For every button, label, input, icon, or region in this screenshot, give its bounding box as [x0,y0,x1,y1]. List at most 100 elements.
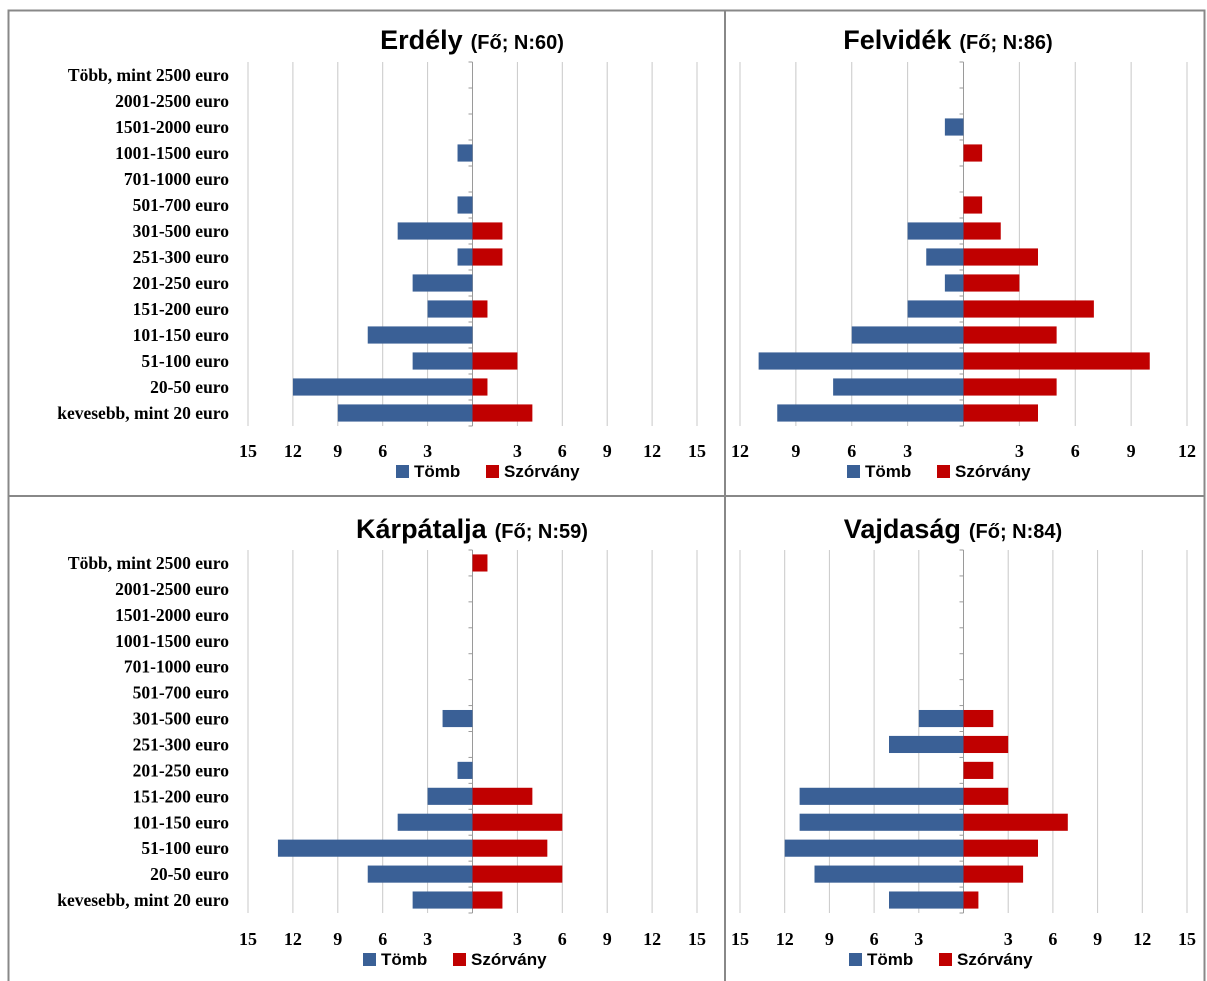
bar-tomb [918,709,964,728]
bar-szorvany [963,274,1020,292]
category-label: 2001-2500 euro [115,91,229,111]
category-label: 301-500 euro [133,221,230,241]
chart-title-main: Felvidék [843,25,952,55]
chart-title: Kárpátalja (Fő; N:59) [356,514,588,544]
x-tick-label: 6 [558,929,567,949]
x-tick-label: 6 [870,929,879,949]
bar-szorvany [963,300,1094,318]
category-label: 1501-2000 euro [115,117,229,137]
bar-szorvany [963,352,1150,370]
legend-swatch-tomb [847,465,860,478]
x-tick-label: 15 [731,929,749,949]
category-label: 2001-2500 euro [115,579,229,599]
bar-tomb [442,709,473,728]
category-label: 251-300 euro [133,734,230,754]
legend-swatch-tomb [849,953,862,966]
bar-tomb [397,813,473,831]
bar-szorvany [963,404,1038,422]
legend: Tömb Szórvány [396,462,580,481]
x-tick-label: 12 [643,929,661,949]
chart-title-main: Erdély [380,25,463,55]
bar-szorvany [963,709,994,728]
bar-szorvany [963,839,1038,857]
x-tick-label: 9 [825,929,834,949]
bar-szorvany [472,865,563,883]
x-tick-label: 6 [847,441,856,461]
x-tick-label: 3 [423,441,432,461]
bar-tomb [814,865,964,883]
bar-szorvany [963,248,1038,266]
bar-tomb [277,839,473,857]
chart-subtitle: (Fő; N:86) [959,32,1052,54]
bar-tomb [412,274,473,292]
bar-szorvany [472,404,533,422]
bar-szorvany [472,554,488,572]
chart-subtitle: (Fő; N:59) [495,521,588,543]
legend-swatch-tomb [363,953,376,966]
x-tick-label: 15 [688,929,706,949]
x-tick-label: 9 [603,929,612,949]
bar-tomb [944,118,964,136]
x-tick-label: 9 [333,441,342,461]
category-label: 1001-1500 euro [115,631,229,651]
chart-subtitle: (Fő; N:60) [471,32,564,54]
category-label: 1001-1500 euro [115,143,229,163]
bar-szorvany [472,839,548,857]
x-tick-label: 12 [284,929,302,949]
legend-label-szorvany: Szórvány [471,950,547,969]
x-tick-label: 15 [239,929,257,949]
bar-szorvany [963,196,983,214]
bar-tomb [889,735,964,754]
bar-tomb [799,813,964,831]
category-label: 151-200 euro [133,786,230,806]
bar-tomb [457,248,473,266]
bar-szorvany [472,813,563,831]
bar-tomb [758,352,964,370]
x-tick-label: 15 [239,441,257,461]
legend-swatch-szorvany [453,953,466,966]
legend: Tömb Szórvány [363,950,547,969]
bar-tomb [412,352,473,370]
legend-swatch-szorvany [939,953,952,966]
chart-subtitle: (Fő; N:84) [969,521,1062,543]
legend-label-tomb: Tömb [381,950,427,969]
legend-label-szorvany: Szórvány [957,950,1033,969]
x-tick-label: 12 [1133,929,1151,949]
bar-szorvany [963,813,1068,831]
bar-tomb [427,787,473,805]
category-label: 701-1000 euro [124,657,229,677]
category-label: 20-50 euro [150,864,229,884]
bar-szorvany [963,378,1057,396]
chart-title-main: Vajdaság [844,514,961,544]
bar-tomb [367,326,473,344]
bar-tomb [851,326,964,344]
bar-szorvany [963,144,983,162]
x-tick-label: 3 [513,929,522,949]
outer-frame [7,9,1206,981]
bar-tomb [889,891,964,909]
category-label: 101-150 euro [133,812,230,832]
legend-label-tomb: Tömb [867,950,913,969]
chart-felvidek: Felvidék (Fő; N:86) 12 9 6 3 3 6 9 12 Tömb Szórvány [731,25,1196,481]
x-tick-label: 6 [1071,441,1080,461]
bar-tomb [412,891,473,909]
legend-swatch-tomb [396,465,409,478]
x-tick-label: 12 [1178,441,1196,461]
bar-tomb [337,404,473,422]
legend: Tömb Szórvány [847,462,1031,481]
chart-vajdasag: Vajdaság (Fő; N:84) 15 12 9 6 3 3 6 9 12 15 Tömb Szór… [731,514,1196,969]
legend-label-szorvany: Szórvány [504,462,580,481]
x-tick-label: 3 [1004,929,1013,949]
category-label: Több, mint 2500 euro [68,553,229,573]
category-label: 251-300 euro [133,247,230,267]
x-tick-label: 3 [903,441,912,461]
category-label: 501-700 euro [133,683,230,703]
category-label: kevesebb, mint 20 euro [57,403,229,423]
bar-szorvany [963,222,1001,240]
category-label: 151-200 euro [133,299,230,319]
bar-szorvany [472,891,503,909]
category-label: 501-700 euro [133,195,230,215]
category-label: 1501-2000 euro [115,605,229,625]
